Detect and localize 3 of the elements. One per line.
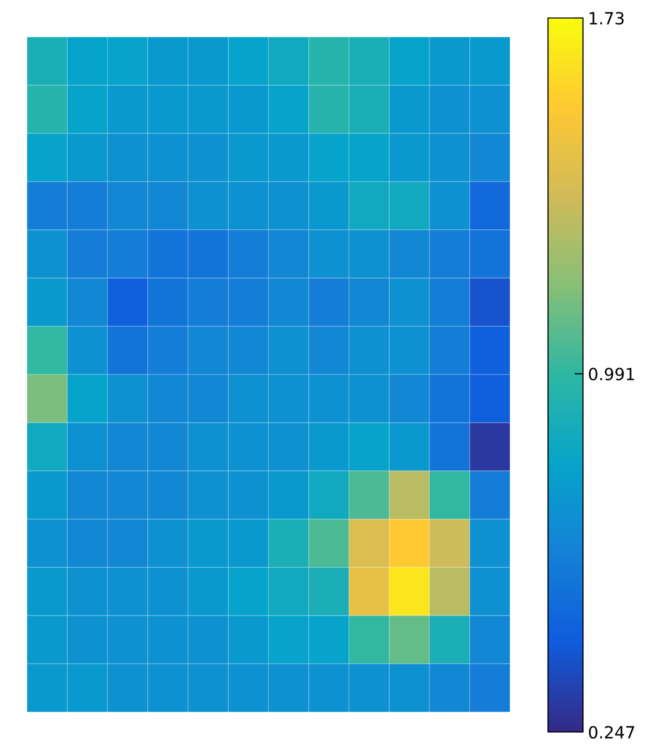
- color-bar-label: 1.73: [590, 12, 624, 25]
- color-bar-label: 0.991: [588, 368, 634, 380]
- color-bar-label: 0.247: [588, 726, 634, 739]
